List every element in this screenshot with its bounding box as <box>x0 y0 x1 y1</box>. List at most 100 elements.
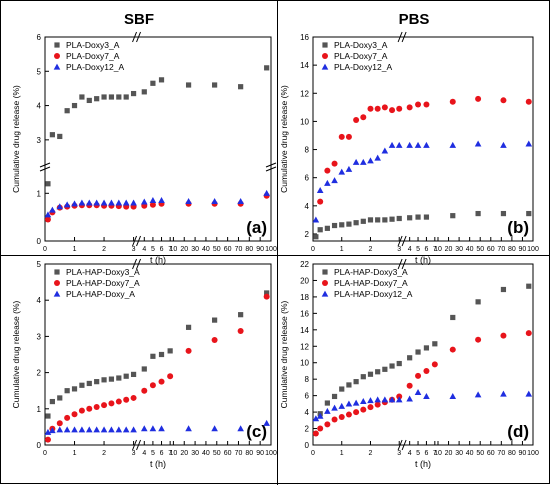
panel-c-series-3-point-18 <box>237 425 244 432</box>
panel-a-x-tick-label: 20 <box>180 246 188 253</box>
panel-d-x-axis-label: t (h) <box>415 459 431 469</box>
panel-a-series-3-point-6 <box>85 199 93 206</box>
panel-a-x-tick-label: 30 <box>191 246 199 253</box>
panel-c-series-2-point-19 <box>237 327 244 334</box>
panel-b-series-3-point-14 <box>414 141 422 148</box>
panel-a-x-break-mark <box>136 31 141 43</box>
panel-d-x-break-mark <box>401 439 407 451</box>
panel-b-series-1-legend-label: PLA-Doxy3_A <box>334 40 388 50</box>
panel-d-y-tick-label: 12 <box>300 342 309 351</box>
panel-b-x-tick-label: 100 <box>527 246 539 253</box>
panel-a-series-3-point-18 <box>237 198 244 205</box>
panel-c-x-tick-label: 30 <box>191 450 199 457</box>
panel-c-series-3-point-7 <box>93 426 100 433</box>
panel-b-x-tick-label: 90 <box>519 246 527 253</box>
panel-d-series-1-point-18 <box>500 286 507 293</box>
panel-c-series-3-point-16 <box>185 425 192 432</box>
panel-c-y-tick-label: 0 <box>37 441 42 450</box>
panel-a-x-tick-label: 60 <box>224 246 232 253</box>
panel-b-series-1-point-12 <box>396 215 402 222</box>
panel-c-series-1-point-19 <box>238 312 244 318</box>
panel-c-series-3-point-8 <box>100 426 108 433</box>
panel-a-series-3-point-1 <box>49 206 56 213</box>
panel-c-series-2-legend-label: PLA-HAP-Doxy7_A <box>66 278 140 288</box>
panel-d-frame <box>312 263 534 446</box>
panel-b-x-break-mark <box>401 235 407 247</box>
panel-d-series-2-legend-label: PLA-HAP-Doxy7_A <box>334 278 408 288</box>
panel-b-series-1-point-19 <box>526 210 532 217</box>
panel-d-y-tick-label: 20 <box>300 276 309 285</box>
panel-d-series-1-point-17 <box>475 299 481 305</box>
panel-c-series-1-point-9 <box>108 376 115 382</box>
panel-c-series-1-legend-label: PLA-HAP-Doxy3_A <box>66 267 140 277</box>
panel-d-series-2-point-6 <box>353 409 360 416</box>
panel-d-series-1-point-6 <box>360 374 366 380</box>
panel-a-x-break-mark <box>132 235 137 247</box>
panel-d-x-break-mark <box>397 439 403 451</box>
panel-b-series-2-point-2 <box>331 160 338 167</box>
panel-b-series-3-point-0 <box>312 216 320 223</box>
panel-b-series-1-point-8 <box>367 217 374 223</box>
panel-b-series-1-point-13 <box>407 215 413 221</box>
panel-c-x-tick-label: 80 <box>245 450 253 457</box>
panel-a-series-1-point-8 <box>101 94 107 100</box>
panel-b-series-2-point-11 <box>396 105 403 112</box>
panel-c-series-1-point-11 <box>123 373 129 379</box>
panel-b-x-tick-label: 80 <box>508 246 516 253</box>
panel-d-series-1-point-13 <box>415 349 421 355</box>
panel-b-series-1-point-0 <box>313 234 319 240</box>
panel-c-x-tick-label: 40 <box>202 450 210 457</box>
panel-a-series-2-legend-label: PLA-Doxy7_A <box>66 51 120 61</box>
panel-a-x-tick-label: 2 <box>102 246 106 253</box>
panel-c-x-tick-label: 10 <box>170 450 178 457</box>
panel-b-series-3-point-1 <box>316 186 324 193</box>
panel-b-y-tick-label: 4 <box>305 202 310 211</box>
panel-d-series-1-point-2 <box>331 393 338 400</box>
panel-c-x-tick-label: 1 <box>73 450 77 457</box>
panel-c-series-1-point-12 <box>130 371 137 378</box>
panel-d-series-2-point-9 <box>374 401 381 408</box>
panel-a-series-1-point-15 <box>158 77 165 83</box>
panel-c-series-1-point-17 <box>185 324 192 330</box>
panel-b-series-1-point-5 <box>346 221 352 227</box>
panel-b-series-1-point-16 <box>450 213 456 219</box>
panel-c-series-1-point-20 <box>264 290 270 296</box>
panel-b-x-tick-label: 5 <box>416 246 420 253</box>
panel-d-series-1-point-3 <box>339 386 345 392</box>
panel-a-x-tick-label: 80 <box>245 246 253 253</box>
panel-b-x-tick-label: 70 <box>497 246 505 253</box>
panel-c-x-tick-label: 70 <box>235 450 243 457</box>
panel-a-x-break-mark <box>132 31 137 43</box>
panel-b-y-tick-label: 2 <box>305 230 310 239</box>
panel-a-x-tick-label: 10 <box>170 246 178 253</box>
panel-b-series-3-point-18 <box>500 141 507 148</box>
column-header-pbs: PBS <box>398 11 430 28</box>
panel-c-y-tick-label: 5 <box>37 260 42 269</box>
panel-d-y-tick-label: 22 <box>300 260 309 269</box>
panel-c-series-3-point-5 <box>78 426 86 433</box>
panel-b-series-3-point-12 <box>395 141 403 148</box>
panel-c-x-tick-label: 3 <box>132 450 136 457</box>
panel-d-series-2-point-3 <box>331 416 338 423</box>
panel-d-series-2-point-0 <box>312 430 319 437</box>
panel-c-series-3-point-2 <box>56 426 64 433</box>
panel-b-series-2-point-1 <box>324 167 331 174</box>
panel-c-series-1-point-4 <box>71 386 78 392</box>
panel-c-series-2-point-6 <box>86 405 93 412</box>
panel-a-series-3-point-14 <box>149 197 157 204</box>
panel-d-series-3-point-13 <box>406 395 413 402</box>
panel-d-x-tick-label: 30 <box>455 450 463 457</box>
panel-d-y-tick-label: 8 <box>305 375 310 384</box>
panel-c-series-2-point-12 <box>130 394 137 401</box>
panel-a-series-3-legend-marker-point-legend <box>53 63 61 70</box>
panel-a-y-axis-label: Cumulative drug release (%) <box>11 85 21 193</box>
panel-a-x-tick-label: 90 <box>256 246 264 253</box>
panel-b-series-3-point-15 <box>423 141 430 148</box>
panel-d-series-1-point-9 <box>382 366 388 372</box>
panel-b-series-1-point-6 <box>353 220 359 226</box>
panel-d-series-3-point-7 <box>359 397 367 404</box>
panel-c-series-3-legend-marker-point-legend <box>53 290 61 297</box>
panel-a-series-3-point-9 <box>108 199 115 206</box>
panel-c-series-1-point-10 <box>116 375 122 381</box>
panel-d-y-tick-label: 6 <box>305 392 310 401</box>
